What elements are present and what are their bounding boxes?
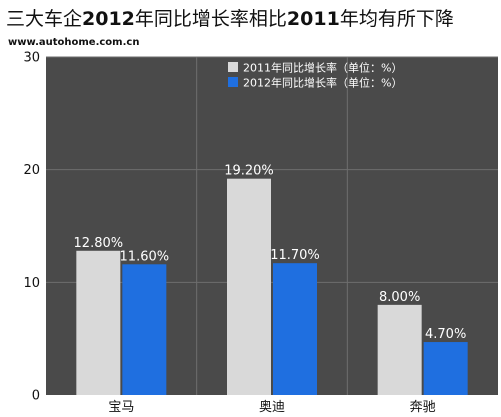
bar [377, 304, 422, 395]
data-label: 11.60% [120, 249, 170, 264]
x-axis-categories: 宝马 奥迪 奔驰 [108, 400, 435, 415]
bar [122, 264, 167, 395]
gridlines [46, 56, 498, 395]
x-category-label: 奔驰 [410, 400, 436, 415]
data-label: 19.20% [224, 164, 274, 179]
title-part: 2012 [82, 8, 135, 30]
x-category-label: 宝马 [108, 400, 134, 415]
chart-title: 三大车企2012年同比增长率相比2011年均有所下降 [6, 8, 454, 30]
y-tick-label: 0 [32, 389, 40, 404]
bar [273, 263, 317, 395]
title-part: 三大车企 [6, 8, 82, 30]
legend: 2011年同比增长率（单位：%） 2012年同比增长率（单位：%） [228, 61, 402, 90]
data-label: 8.00% [379, 290, 420, 305]
y-tick-label: 20 [23, 163, 40, 178]
data-label: 4.70% [425, 327, 466, 342]
site-watermark: www.autohome.com.cn [8, 37, 139, 48]
y-tick-label: 30 [23, 51, 40, 66]
data-labels: 12.80%11.60% 19.20% 11.70% 8.00% 4.70% [74, 164, 467, 342]
bar [227, 178, 271, 395]
data-label: 11.70% [270, 248, 320, 263]
bar [76, 250, 121, 395]
legend-label-2011: 2011年同比增长率（单位：%） [243, 61, 402, 75]
y-axis-ticks: 0 10 20 30 [23, 51, 40, 404]
x-category-label: 奥迪 [259, 400, 285, 415]
data-label: 12.80% [74, 236, 124, 251]
bars [76, 178, 468, 395]
y-tick-label: 10 [23, 276, 40, 291]
plot-area [46, 57, 498, 395]
legend-swatch-2011 [228, 62, 238, 72]
title-part: 2011 [287, 8, 340, 30]
legend-swatch-2012 [228, 77, 238, 87]
title-part: 年均有所下降 [340, 8, 454, 30]
legend-label-2012: 2012年同比增长率（单位：%） [243, 76, 402, 90]
bar [423, 342, 468, 395]
title-part: 年同比增长率相比 [135, 8, 287, 30]
